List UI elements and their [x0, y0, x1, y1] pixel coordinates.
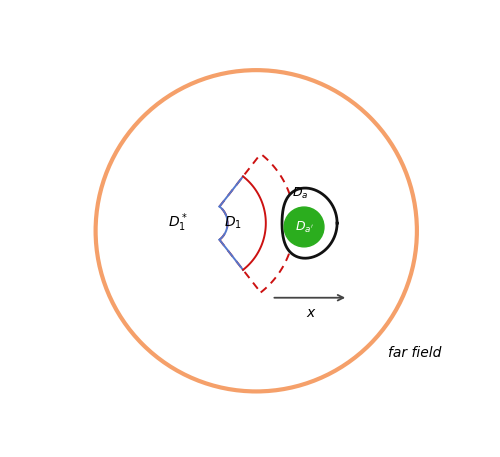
Text: $D_1^*$: $D_1^*$ — [168, 212, 188, 234]
Text: $D_a$: $D_a$ — [292, 186, 308, 201]
Polygon shape — [282, 188, 337, 258]
Text: $D_{a'}$: $D_{a'}$ — [294, 219, 314, 234]
Circle shape — [284, 207, 324, 247]
Text: $D_1$: $D_1$ — [224, 215, 242, 231]
Text: far field: far field — [388, 346, 442, 360]
Text: $x$: $x$ — [306, 306, 317, 320]
